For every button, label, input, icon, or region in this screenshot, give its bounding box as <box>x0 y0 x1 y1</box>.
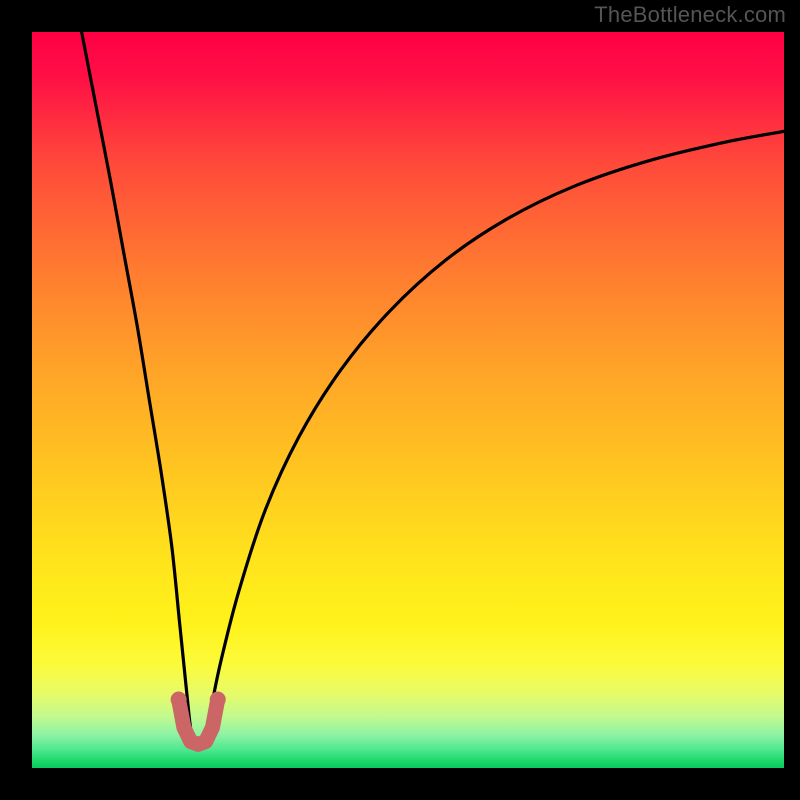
chart-svg <box>32 32 784 768</box>
trough-marker-dot-mid <box>177 721 191 735</box>
gradient-background <box>32 32 784 768</box>
chart-stage: TheBottleneck.com <box>0 0 800 800</box>
frame-left <box>0 0 32 800</box>
frame-bottom <box>0 768 800 800</box>
trough-marker-dot-left <box>171 692 187 708</box>
frame-right <box>784 0 800 800</box>
frame-top <box>0 0 800 32</box>
plot-area <box>32 32 784 768</box>
trough-marker-dot-right <box>210 692 226 708</box>
trough-marker-dot-mid <box>184 735 198 749</box>
